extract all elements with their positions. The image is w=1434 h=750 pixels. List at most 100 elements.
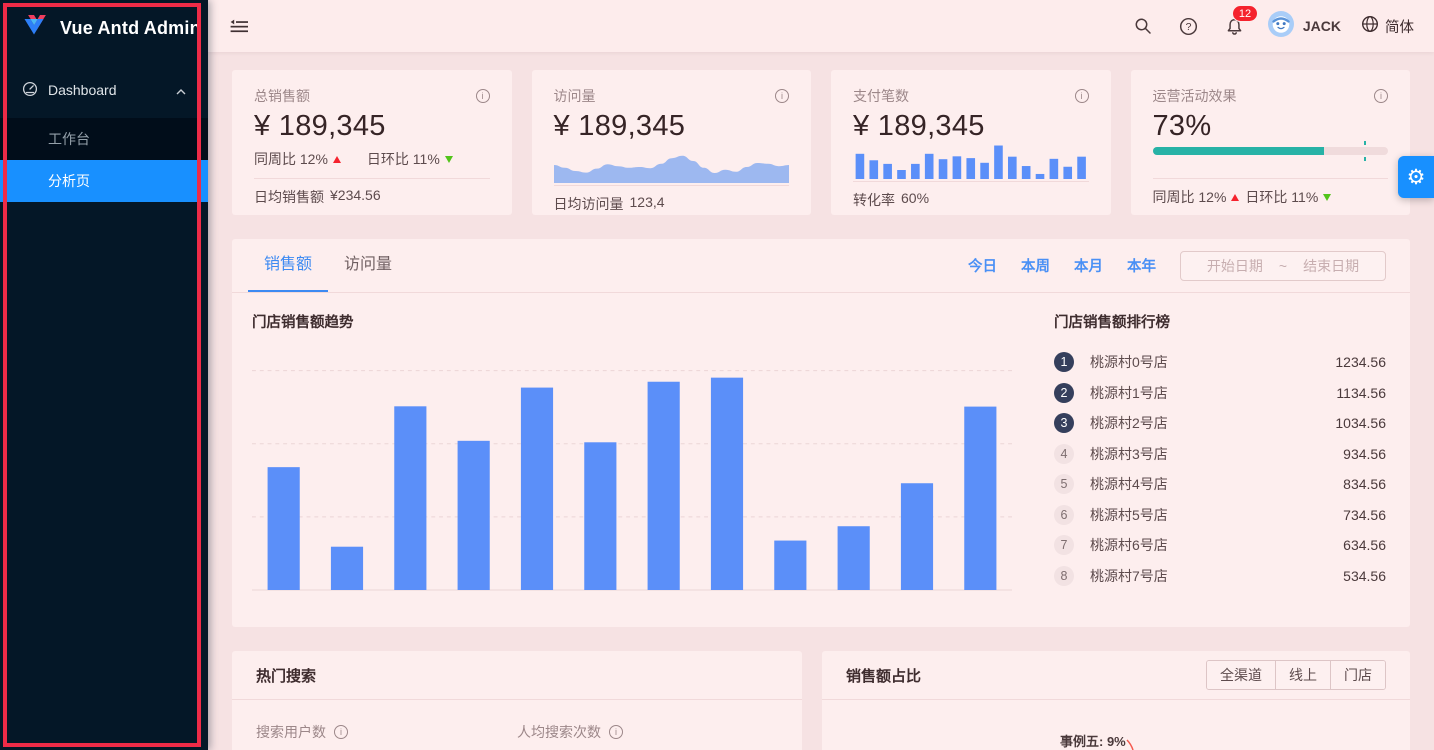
store-name: 桃源村5号店 [1090, 506, 1168, 523]
pie-slice-label: 事例五: 9% [1060, 731, 1135, 750]
quick-link[interactable]: 本年 [1127, 259, 1156, 275]
rank-badge: 7 [1054, 535, 1074, 556]
store-value: 834.56 [1343, 476, 1386, 493]
app-logo[interactable]: Vue Antd Admin [0, 0, 208, 56]
stat-title: 运营活动效果 [1152, 88, 1237, 104]
search-metric: 搜索用户数i1232171.2 [256, 722, 517, 750]
down-arrow-icon [444, 155, 453, 163]
language-switch[interactable]: 简体 [1361, 15, 1414, 37]
search-icon[interactable] [1130, 13, 1156, 39]
channel-filter[interactable]: 全渠道 [1207, 660, 1275, 690]
stat-card-row: 总销售额 i ¥ 189,345 同周比 12% 日环比 11% 日均销售额 ¥2… [232, 70, 1410, 215]
dashboard-icon [22, 81, 38, 100]
sidebar-subitem-analysis[interactable]: 分析页 [0, 160, 208, 202]
bottom-card-row: 热门搜索 搜索用户数i1232171.2人均搜索次数i2.771.2 销售额占比… [232, 651, 1410, 750]
rank-badge: 1 [1054, 352, 1074, 373]
ranking-title: 门店销售额排行榜 [1054, 315, 1170, 331]
notification-bell-icon[interactable]: 12 [1222, 5, 1259, 39]
quick-link[interactable]: 本周 [1021, 259, 1050, 275]
chevron-up-icon [176, 82, 186, 98]
ranking-row: 1 桃源村0号店 1234.56 [1054, 347, 1386, 378]
notification-badge: 12 [1231, 5, 1259, 22]
dashboard-submenu: 工作台分析页 [0, 118, 208, 202]
tab-访问量[interactable]: 访问量 [344, 256, 393, 273]
store-value: 734.56 [1343, 506, 1386, 523]
rank-badge: 8 [1054, 565, 1074, 586]
ranking-row: 7 桃源村6号店 634.56 [1054, 530, 1386, 561]
menu-fold-icon[interactable] [226, 13, 252, 39]
store-name: 桃源村0号店 [1090, 354, 1168, 371]
topbar: ? 12 [208, 0, 1434, 52]
store-name: 桃源村1号店 [1090, 384, 1168, 401]
date-quick-links: 今日 本周 本月 本年 [968, 255, 1156, 276]
help-icon[interactable]: ? [1176, 13, 1202, 39]
globe-icon [1361, 15, 1379, 37]
store-value: 934.56 [1343, 445, 1386, 462]
info-icon[interactable]: i [609, 725, 623, 739]
store-value: 634.56 [1343, 537, 1386, 554]
stat-card-total-sales: 总销售额 i ¥ 189,345 同周比 12% 日环比 11% 日均销售额 ¥2… [232, 70, 512, 215]
stat-card-payments: 支付笔数 i ¥ 189,345 转化率 60% [831, 70, 1111, 215]
rank-badge: 4 [1054, 443, 1074, 464]
vue-logo-icon [20, 14, 50, 42]
up-arrow-icon [1231, 193, 1240, 201]
info-icon[interactable]: i [1374, 89, 1388, 103]
store-name: 桃源村2号店 [1090, 415, 1168, 432]
rank-badge: 6 [1054, 504, 1074, 525]
channel-filter[interactable]: 线上 [1275, 660, 1330, 690]
sidebar-subitem-workplace[interactable]: 工作台 [48, 131, 90, 147]
info-icon[interactable]: i [334, 725, 348, 739]
stat-footer-label: 日均销售额 [254, 189, 324, 205]
date-start-placeholder: 开始日期 [1206, 257, 1263, 274]
ranking-row: 5 桃源村4号店 834.56 [1054, 469, 1386, 500]
ranking-row: 4 桃源村3号店 934.56 [1054, 439, 1386, 470]
user-menu[interactable]: JACK [1267, 10, 1341, 42]
store-value: 1234.56 [1335, 354, 1386, 371]
stat-title: 访问量 [553, 88, 596, 104]
tab-销售额[interactable]: 销售额 [248, 239, 329, 292]
store-sales-chart-area: 门店销售额趋势 [252, 311, 1054, 598]
store-name: 桃源村3号店 [1090, 445, 1168, 462]
trend-up: 同周比 12% [254, 149, 341, 169]
sales-overview-card: 销售额 访问量 今日 本周 本月 本年 开始日期 ~ 结束日期 门店销售额趋势 门店销售… [232, 239, 1410, 627]
info-icon[interactable]: i [775, 89, 789, 103]
sidebar: Vue Antd Admin Dashboard 工作台分析页 [0, 0, 208, 750]
chart-title: 门店销售额趋势 [252, 315, 354, 331]
main-column: ? 12 [208, 0, 1434, 750]
sales-tabbar: 销售额 访问量 今日 本周 本月 本年 开始日期 ~ 结束日期 [232, 239, 1410, 293]
store-ranking-panel: 门店销售额排行榜 1 桃源村0号店 1234.56 2 桃源村1号店 1134.56 3 桃源… [1054, 311, 1386, 598]
page-content: 总销售额 i ¥ 189,345 同周比 12% 日环比 11% 日均销售额 ¥2… [208, 52, 1434, 750]
rank-badge: 3 [1054, 413, 1074, 434]
sidebar-item-dashboard[interactable]: Dashboard [0, 70, 208, 110]
store-name: 桃源村4号店 [1090, 476, 1168, 493]
trend-group: 同周比 12% 日环比 11% [254, 143, 490, 178]
info-icon[interactable]: i [1074, 89, 1089, 103]
ranking-row: 2 桃源村1号店 1134.56 [1054, 378, 1386, 409]
quick-link[interactable]: 今日 [968, 259, 997, 275]
sidebar-item-label: Dashboard [48, 82, 117, 98]
stat-footer-value: 123,4 [629, 194, 665, 210]
settings-gear-button[interactable]: ⚙ [1398, 156, 1434, 198]
gear-icon: ⚙ [1406, 165, 1426, 189]
sales-ratio-card: 销售额占比 全渠道 线上 门店 事例五: 9% [822, 651, 1410, 750]
channel-filter[interactable]: 门店 [1330, 660, 1385, 690]
rank-badge: 2 [1054, 382, 1074, 403]
ranking-list: 1 桃源村0号店 1234.56 2 桃源村1号店 1134.56 3 桃源村2号店 1034.… [1054, 347, 1386, 591]
stat-card-activity: 运营活动效果 i 73% 同周比 12% 日环比 11% [1130, 70, 1410, 215]
channel-filter-group: 全渠道 线上 门店 [1206, 659, 1386, 691]
annotation-highlight-rectangle [3, 3, 201, 747]
ranking-row: 3 桃源村2号店 1034.56 [1054, 408, 1386, 439]
date-range-picker[interactable]: 开始日期 ~ 结束日期 [1180, 250, 1386, 281]
info-icon[interactable]: i [475, 89, 490, 103]
store-value: 1034.56 [1335, 415, 1386, 432]
visits-area-sparkline [553, 155, 789, 183]
avatar [1267, 10, 1294, 42]
quick-link[interactable]: 本月 [1074, 259, 1103, 275]
trend-group: 同周比 12% 日环比 11% [1152, 178, 1388, 215]
store-sales-bar-chart [252, 370, 1012, 591]
user-name: JACK [1302, 18, 1341, 34]
up-arrow-icon [332, 155, 341, 163]
hot-search-card: 热门搜索 搜索用户数i1232171.2人均搜索次数i2.771.2 [232, 651, 802, 750]
search-metric: 人均搜索次数i2.771.2 [517, 722, 778, 750]
stat-value: ¥ 189,345 [853, 110, 985, 142]
